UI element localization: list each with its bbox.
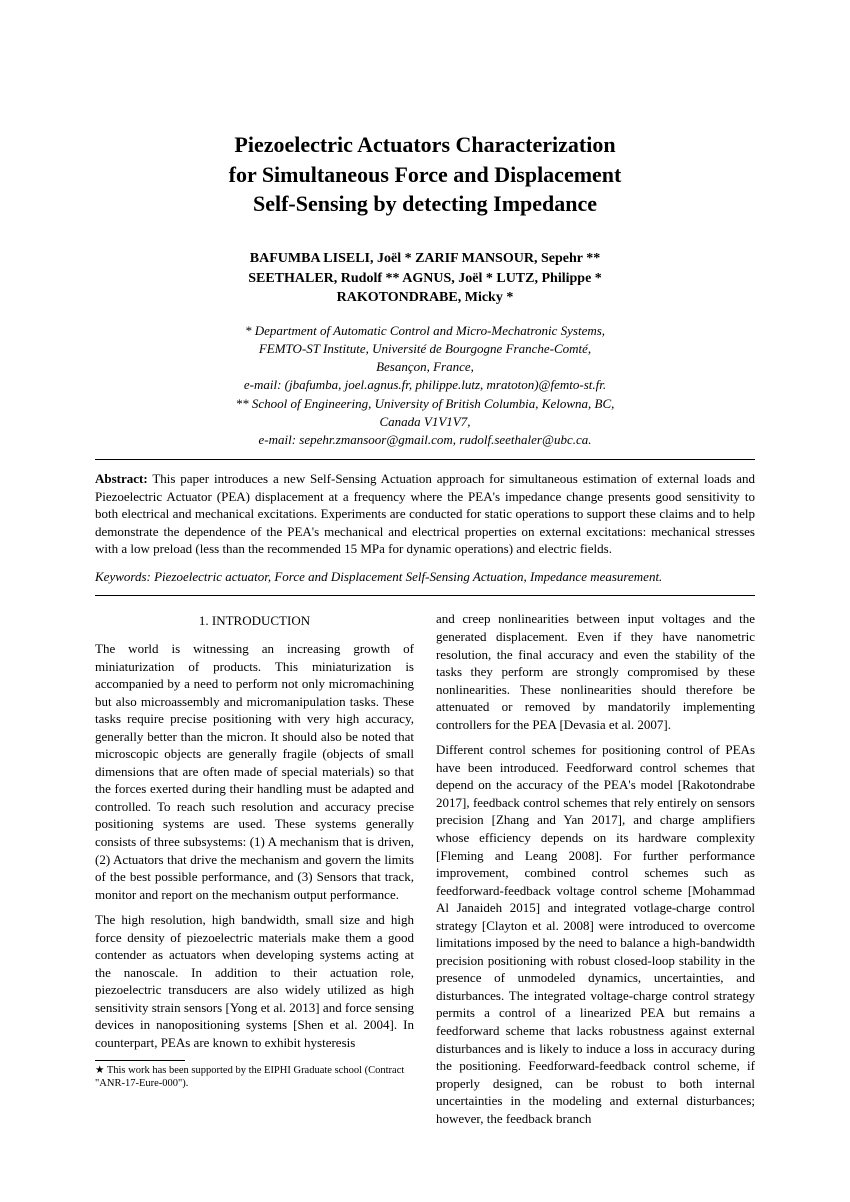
bottom-rule (95, 595, 755, 596)
affiliations-block: * Department of Automatic Control and Mi… (95, 322, 755, 449)
col2-paragraph-2: Different control schemes for positionin… (436, 741, 755, 1127)
authors-line-3: RAKOTONDRABE, Micky * (337, 290, 514, 305)
col2-paragraph-1: and creep nonlinearities between input v… (436, 610, 755, 733)
authors-line-2: SEETHALER, Rudolf ** AGNUS, Joël * LUTZ,… (248, 271, 602, 286)
authors-block: BAFUMBA LISELI, Joël * ZARIF MANSOUR, Se… (95, 249, 755, 308)
body-columns: 1. INTRODUCTION The world is witnessing … (95, 610, 755, 1135)
affil-line-2: FEMTO-ST Institute, Université de Bourgo… (259, 341, 591, 356)
affil-line-1: * Department of Automatic Control and Mi… (245, 323, 605, 338)
col1-paragraph-2: The high resolution, high bandwidth, sma… (95, 911, 414, 1051)
affil-line-6: Canada V1V1V7, (380, 414, 471, 429)
left-column: 1. INTRODUCTION The world is witnessing … (95, 610, 414, 1135)
keywords-block: Keywords: Piezoelectric actuator, Force … (95, 568, 755, 586)
affil-line-3: Besançon, France, (376, 359, 474, 374)
title-line-2: for Simultaneous Force and Displacement (229, 162, 622, 187)
section-1-heading: 1. INTRODUCTION (95, 612, 414, 630)
abstract-label: Abstract: (95, 471, 148, 486)
affil-line-4: e-mail: (jbafumba, joel.agnus.fr, philip… (244, 377, 606, 392)
abstract-text: This paper introduces a new Self-Sensing… (95, 471, 755, 556)
keywords-label: Keywords: (95, 569, 151, 584)
affil-line-7: e-mail: sepehr.zmansoor@gmail.com, rudol… (259, 432, 592, 447)
footnote-rule (95, 1060, 185, 1061)
authors-line-1: BAFUMBA LISELI, Joël * ZARIF MANSOUR, Se… (250, 251, 600, 266)
footnote-text: ★ This work has been supported by the EI… (95, 1064, 414, 1091)
keywords-text: Piezoelectric actuator, Force and Displa… (151, 569, 662, 584)
abstract-block: Abstract: This paper introduces a new Se… (95, 470, 755, 558)
title-line-3: Self-Sensing by detecting Impedance (253, 191, 597, 216)
right-column: and creep nonlinearities between input v… (436, 610, 755, 1135)
top-rule (95, 459, 755, 460)
col1-paragraph-1: The world is witnessing an increasing gr… (95, 640, 414, 903)
paper-title: Piezoelectric Actuators Characterization… (95, 130, 755, 219)
title-line-1: Piezoelectric Actuators Characterization (234, 132, 615, 157)
affil-line-5: ** School of Engineering, University of … (236, 396, 615, 411)
